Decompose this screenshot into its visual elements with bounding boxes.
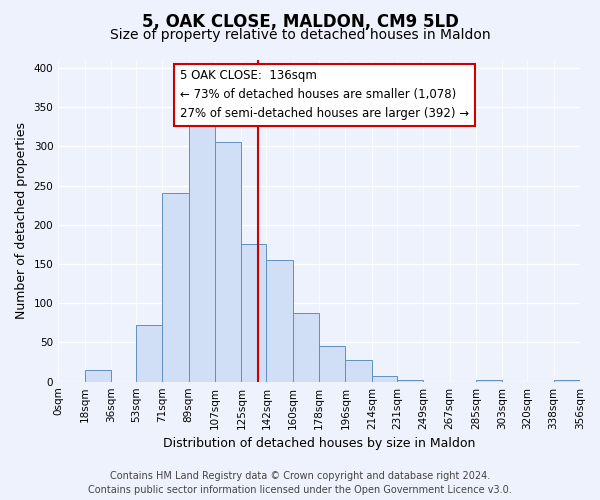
Text: Size of property relative to detached houses in Maldon: Size of property relative to detached ho… <box>110 28 490 42</box>
Bar <box>188 120 215 382</box>
Y-axis label: Number of detached properties: Number of detached properties <box>15 122 28 320</box>
Bar <box>266 260 293 382</box>
Bar <box>241 244 266 382</box>
Bar <box>346 360 372 382</box>
Bar <box>319 346 346 382</box>
Bar <box>85 370 111 382</box>
Bar <box>293 314 319 382</box>
X-axis label: Distribution of detached houses by size in Maldon: Distribution of detached houses by size … <box>163 437 475 450</box>
Text: 5, OAK CLOSE, MALDON, CM9 5LD: 5, OAK CLOSE, MALDON, CM9 5LD <box>142 12 458 30</box>
Text: 5 OAK CLOSE:  136sqm
← 73% of detached houses are smaller (1,078)
27% of semi-de: 5 OAK CLOSE: 136sqm ← 73% of detached ho… <box>180 70 469 120</box>
Bar <box>397 380 423 382</box>
Bar <box>554 380 580 382</box>
Bar <box>476 380 502 382</box>
Bar <box>372 376 397 382</box>
Bar <box>136 325 162 382</box>
Bar <box>215 142 241 382</box>
Text: Contains HM Land Registry data © Crown copyright and database right 2024.
Contai: Contains HM Land Registry data © Crown c… <box>88 471 512 495</box>
Bar <box>162 194 188 382</box>
